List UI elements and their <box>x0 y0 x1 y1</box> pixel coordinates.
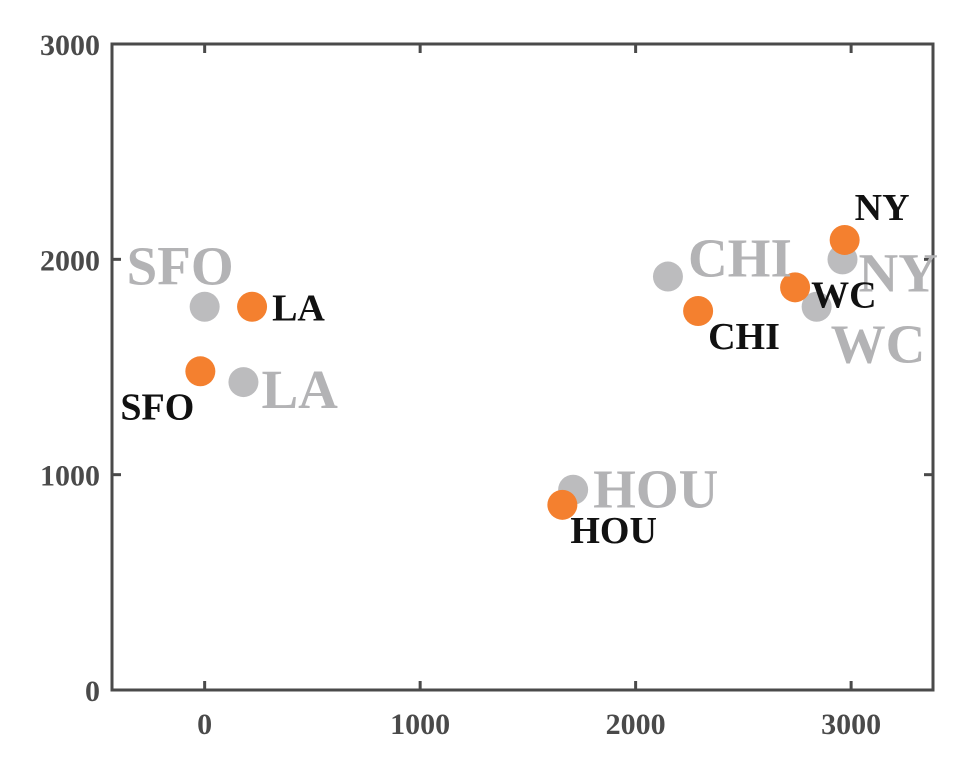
y-tick-label: 2000 <box>40 244 100 277</box>
data-point-chi <box>652 261 683 292</box>
data-label-hou: HOU <box>593 459 718 520</box>
y-tick-label: 3000 <box>40 29 100 62</box>
data-point-wc <box>780 272 811 303</box>
data-point-la <box>228 367 259 398</box>
x-tick-label: 3000 <box>821 708 881 741</box>
data-label-ny: NY <box>855 187 910 229</box>
data-point-sfo <box>189 291 220 322</box>
data-label-hou: HOU <box>570 510 657 552</box>
data-label-ny: NY <box>858 242 937 303</box>
data-label-chi: CHI <box>708 316 780 358</box>
y-tick-label: 0 <box>85 675 100 708</box>
data-label-wc: WC <box>831 314 926 375</box>
y-tick-label: 1000 <box>40 460 100 493</box>
x-tick-label: 0 <box>197 708 212 741</box>
data-label-sfo: SFO <box>127 236 234 297</box>
data-label-sfo: SFO <box>120 386 194 428</box>
data-point-hou <box>547 489 578 520</box>
data-label-wc: WC <box>811 274 876 316</box>
x-tick-label: 1000 <box>390 708 450 741</box>
data-point-sfo <box>185 356 216 387</box>
data-label-chi: CHI <box>688 228 792 289</box>
data-label-la: LA <box>261 359 338 420</box>
data-point-ny <box>829 224 860 255</box>
data-point-la <box>237 291 268 322</box>
data-point-wc <box>801 291 832 322</box>
plot-frame <box>110 42 935 692</box>
data-point-chi <box>683 296 714 327</box>
x-tick-label: 2000 <box>606 708 666 741</box>
data-label-la: LA <box>272 288 325 330</box>
